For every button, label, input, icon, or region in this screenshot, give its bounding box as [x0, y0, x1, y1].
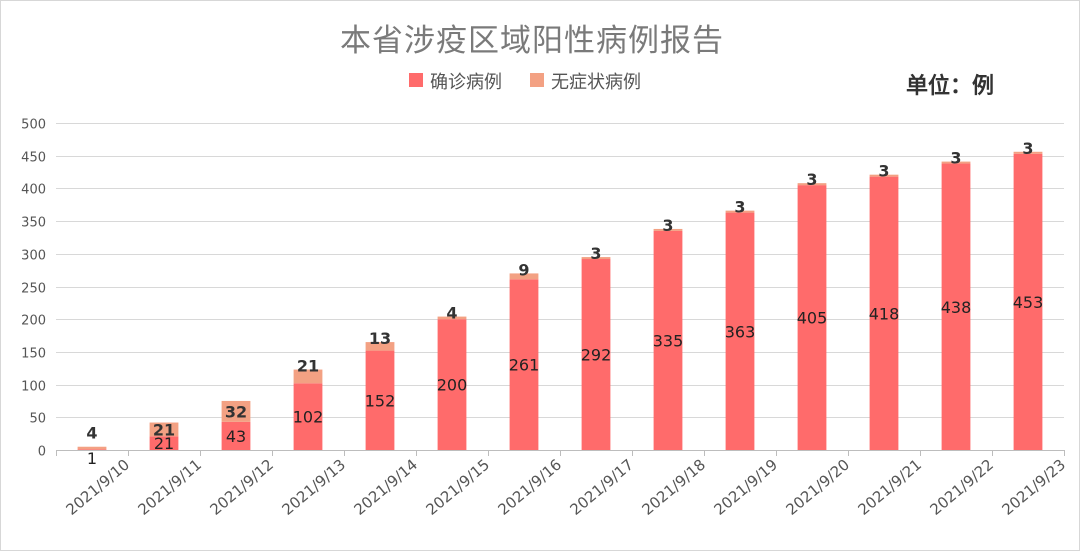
bar-confirmed	[869, 176, 899, 451]
bar-asymptomatic	[941, 161, 971, 164]
bar-asymptomatic	[653, 228, 683, 231]
y-tick-label: 200	[21, 314, 46, 329]
x-tick-label: 2021/9/18	[639, 456, 709, 519]
data-label-asymptomatic: 13	[369, 329, 391, 348]
data-label-confirmed: 292	[581, 346, 612, 365]
x-tick-label: 2021/9/22	[927, 456, 997, 519]
x-tick-label: 2021/9/17	[567, 456, 637, 519]
x-tick-label: 2021/9/10	[63, 456, 133, 519]
bar-asymptomatic	[365, 342, 395, 351]
bar-asymptomatic	[1013, 151, 1043, 154]
data-label-asymptomatic: 21	[153, 420, 175, 439]
y-tick-label: 50	[29, 412, 46, 427]
grid-layer	[56, 123, 1064, 451]
data-label-asymptomatic: 4	[86, 424, 97, 443]
data-label-confirmed: 261	[509, 356, 540, 375]
bar-confirmed	[509, 279, 539, 450]
legend-swatch-confirmed	[409, 73, 423, 87]
legend-label-asymptomatic: 无症状病例	[551, 72, 641, 93]
bar-asymptomatic	[293, 369, 323, 384]
x-tick-label: 2021/9/11	[135, 456, 205, 519]
y-tick-label: 500	[21, 118, 46, 133]
data-label-confirmed: 363	[725, 322, 756, 341]
data-label-asymptomatic: 3	[1022, 139, 1033, 158]
y-tick-label: 250	[21, 282, 46, 297]
y-tick-label: 300	[21, 249, 46, 264]
data-label-confirmed: 418	[869, 304, 900, 323]
bar-asymptomatic	[797, 183, 827, 186]
bar-confirmed	[1013, 153, 1043, 450]
y-tick-label: 0	[38, 445, 46, 460]
x-tick-label: 2021/9/19	[711, 456, 781, 519]
bars-layer	[77, 151, 1043, 451]
data-label-asymptomatic: 3	[806, 170, 817, 189]
bar-confirmed	[653, 230, 683, 450]
y-tick-label: 150	[21, 347, 46, 362]
bar-confirmed	[797, 185, 827, 450]
bar-asymptomatic	[869, 174, 899, 177]
bar-asymptomatic	[725, 210, 755, 213]
bar-asymptomatic	[509, 273, 539, 280]
data-label-asymptomatic: 32	[225, 402, 247, 421]
x-tick-labels: 2021/9/10 2021/9/11 2021/9/12 2021/9/13 2021…	[63, 456, 1069, 519]
unit-label: 单位：例	[906, 73, 994, 99]
x-tick-label: 2021/9/14	[351, 456, 421, 519]
data-label-confirmed: 335	[653, 331, 684, 350]
data-label-asymptomatic: 3	[590, 244, 601, 263]
data-label-confirmed: 405	[797, 309, 828, 328]
bar-confirmed	[725, 212, 755, 450]
x-tick-label: 2021/9/13	[279, 456, 349, 519]
chart-title: 本省涉疫区域阳性病例报告	[340, 23, 724, 59]
data-label-confirmed: 1	[87, 449, 97, 468]
bar-confirmed	[221, 421, 251, 450]
bar-asymptomatic	[77, 446, 107, 450]
x-tick-label: 2021/9/20	[783, 456, 853, 519]
data-label-confirmed: 453	[1013, 293, 1044, 312]
bar-asymptomatic	[149, 422, 179, 437]
data-label-asymptomatic: 3	[734, 198, 745, 217]
data-label-confirmed: 438	[941, 298, 972, 317]
bar-confirmed	[941, 163, 971, 450]
data-label-confirmed: 152	[365, 391, 396, 410]
data-label-asymptomatic: 3	[950, 149, 961, 168]
bar-confirmed	[77, 449, 107, 450]
data-label-confirmed: 102	[293, 408, 324, 427]
data-label-asymptomatic: 3	[878, 162, 889, 181]
y-tick-label: 400	[21, 183, 46, 198]
bar-confirmed	[149, 436, 179, 450]
x-tick-label: 2021/9/12	[207, 456, 277, 519]
bar-confirmed	[437, 319, 467, 450]
data-label-confirmed: 200	[437, 376, 468, 395]
chart-legend: 确诊病例 无症状病例	[409, 72, 641, 93]
x-tick-label: 2021/9/16	[495, 456, 565, 519]
x-tick-label: 2021/9/23	[999, 456, 1069, 519]
y-tick-label: 350	[21, 216, 46, 231]
data-label-asymptomatic: 4	[446, 304, 457, 323]
x-tick-label: 2021/9/21	[855, 456, 925, 519]
axis-layer	[56, 450, 1065, 456]
data-label-asymptomatic: 21	[297, 357, 319, 376]
legend-swatch-asymptomatic	[530, 73, 544, 87]
y-tick-label: 450	[21, 151, 46, 166]
data-label-confirmed: 43	[226, 427, 246, 446]
bar-asymptomatic	[221, 400, 251, 422]
bar-confirmed	[581, 259, 611, 450]
legend-label-confirmed: 确诊病例	[430, 72, 502, 93]
bar-confirmed	[365, 350, 395, 450]
y-tick-labels: 0 50 100 150 200 250 300 350 400 450 500	[21, 118, 46, 460]
bar-asymptomatic	[437, 316, 467, 320]
data-label-asymptomatic: 3	[662, 216, 673, 235]
data-label-asymptomatic: 9	[518, 260, 529, 279]
x-tick-label: 2021/9/15	[423, 456, 493, 519]
bar-confirmed	[293, 383, 323, 450]
bar-asymptomatic	[581, 257, 611, 260]
data-label-confirmed: 21	[154, 434, 174, 453]
y-tick-label: 100	[21, 380, 46, 395]
